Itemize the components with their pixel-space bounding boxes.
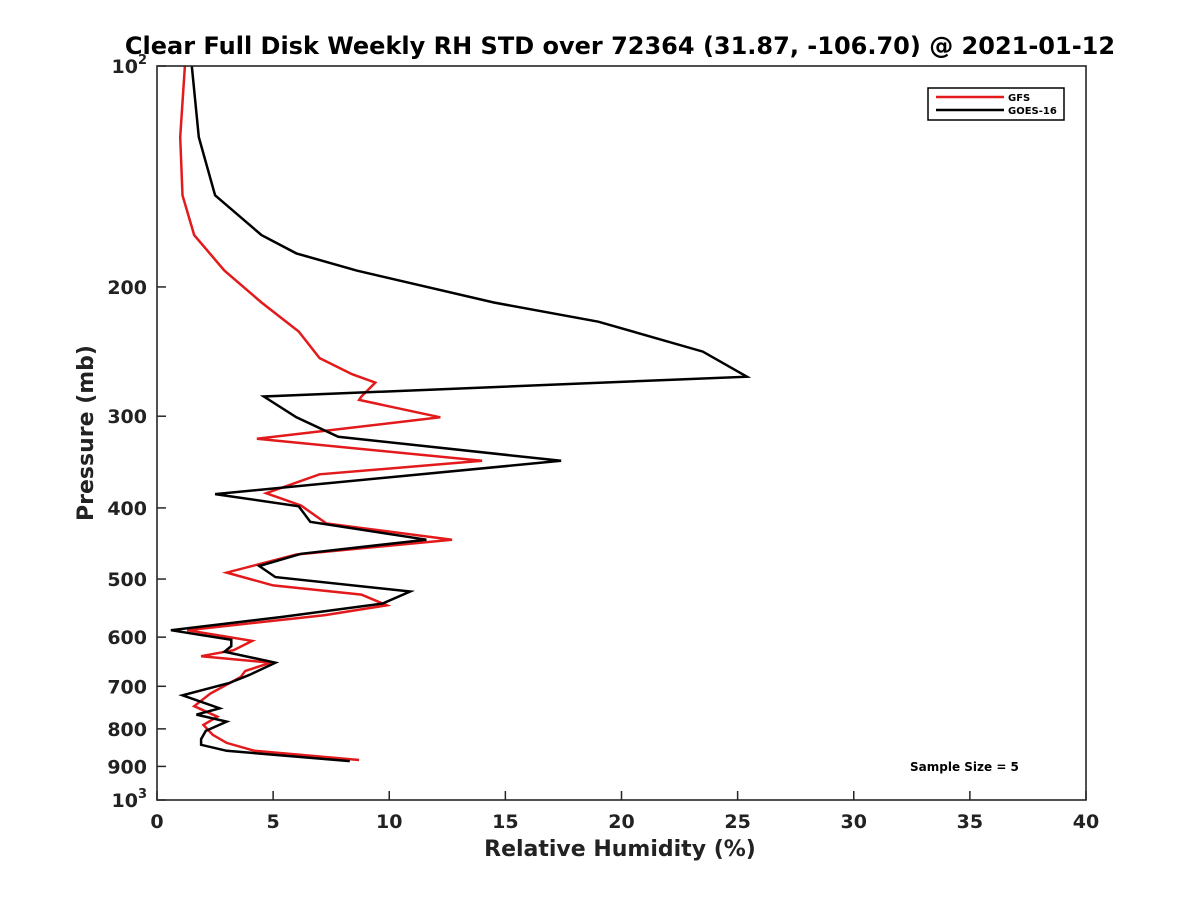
- y-tick-label: 800: [107, 719, 147, 741]
- y-tick-label: 700: [107, 676, 147, 698]
- y-tick-label: 900: [107, 756, 147, 778]
- x-axis-label: Relative Humidity (%): [484, 837, 756, 862]
- legend: GFS GOES-16: [927, 87, 1065, 121]
- y-tick-label: 103: [112, 787, 148, 812]
- legend-label-gfs: GFS: [1008, 93, 1030, 104]
- x-tick-label: 20: [608, 811, 634, 833]
- x-tick-label: 40: [1073, 811, 1099, 833]
- x-tick-label: 30: [841, 811, 867, 833]
- legend-box: [927, 87, 1065, 121]
- series-line-goes-16: [170, 65, 752, 763]
- x-tick-label: 15: [492, 811, 518, 833]
- x-tick-label: 35: [957, 811, 983, 833]
- y-axis-label: Pressure (mb): [74, 345, 99, 521]
- x-tick-label: 10: [376, 811, 402, 833]
- x-axis: 0 5 10 15 20 25 30 35 40: [150, 791, 1099, 833]
- x-tick-label: 0: [150, 811, 163, 833]
- y-axis: 102 200 300 400 500 600 700 800 900 103: [107, 53, 166, 812]
- y-tick-label: 200: [107, 277, 147, 299]
- legend-label-goes-16: GOES-16: [1008, 106, 1057, 117]
- x-tick-label: 5: [267, 811, 280, 833]
- plot-lines: [170, 65, 752, 763]
- sample-size-annotation: Sample Size = 5: [910, 760, 1019, 774]
- series-line-gfs: [178, 65, 483, 762]
- y-tick-label: 300: [107, 406, 147, 428]
- y-tick-label: 400: [107, 498, 147, 520]
- y-tick-label: 600: [107, 627, 147, 649]
- chart-title: Clear Full Disk Weekly RH STD over 72364…: [125, 32, 1115, 60]
- x-tick-label: 25: [724, 811, 750, 833]
- y-tick-label: 500: [107, 569, 147, 591]
- y-tick-label: 102: [112, 53, 148, 78]
